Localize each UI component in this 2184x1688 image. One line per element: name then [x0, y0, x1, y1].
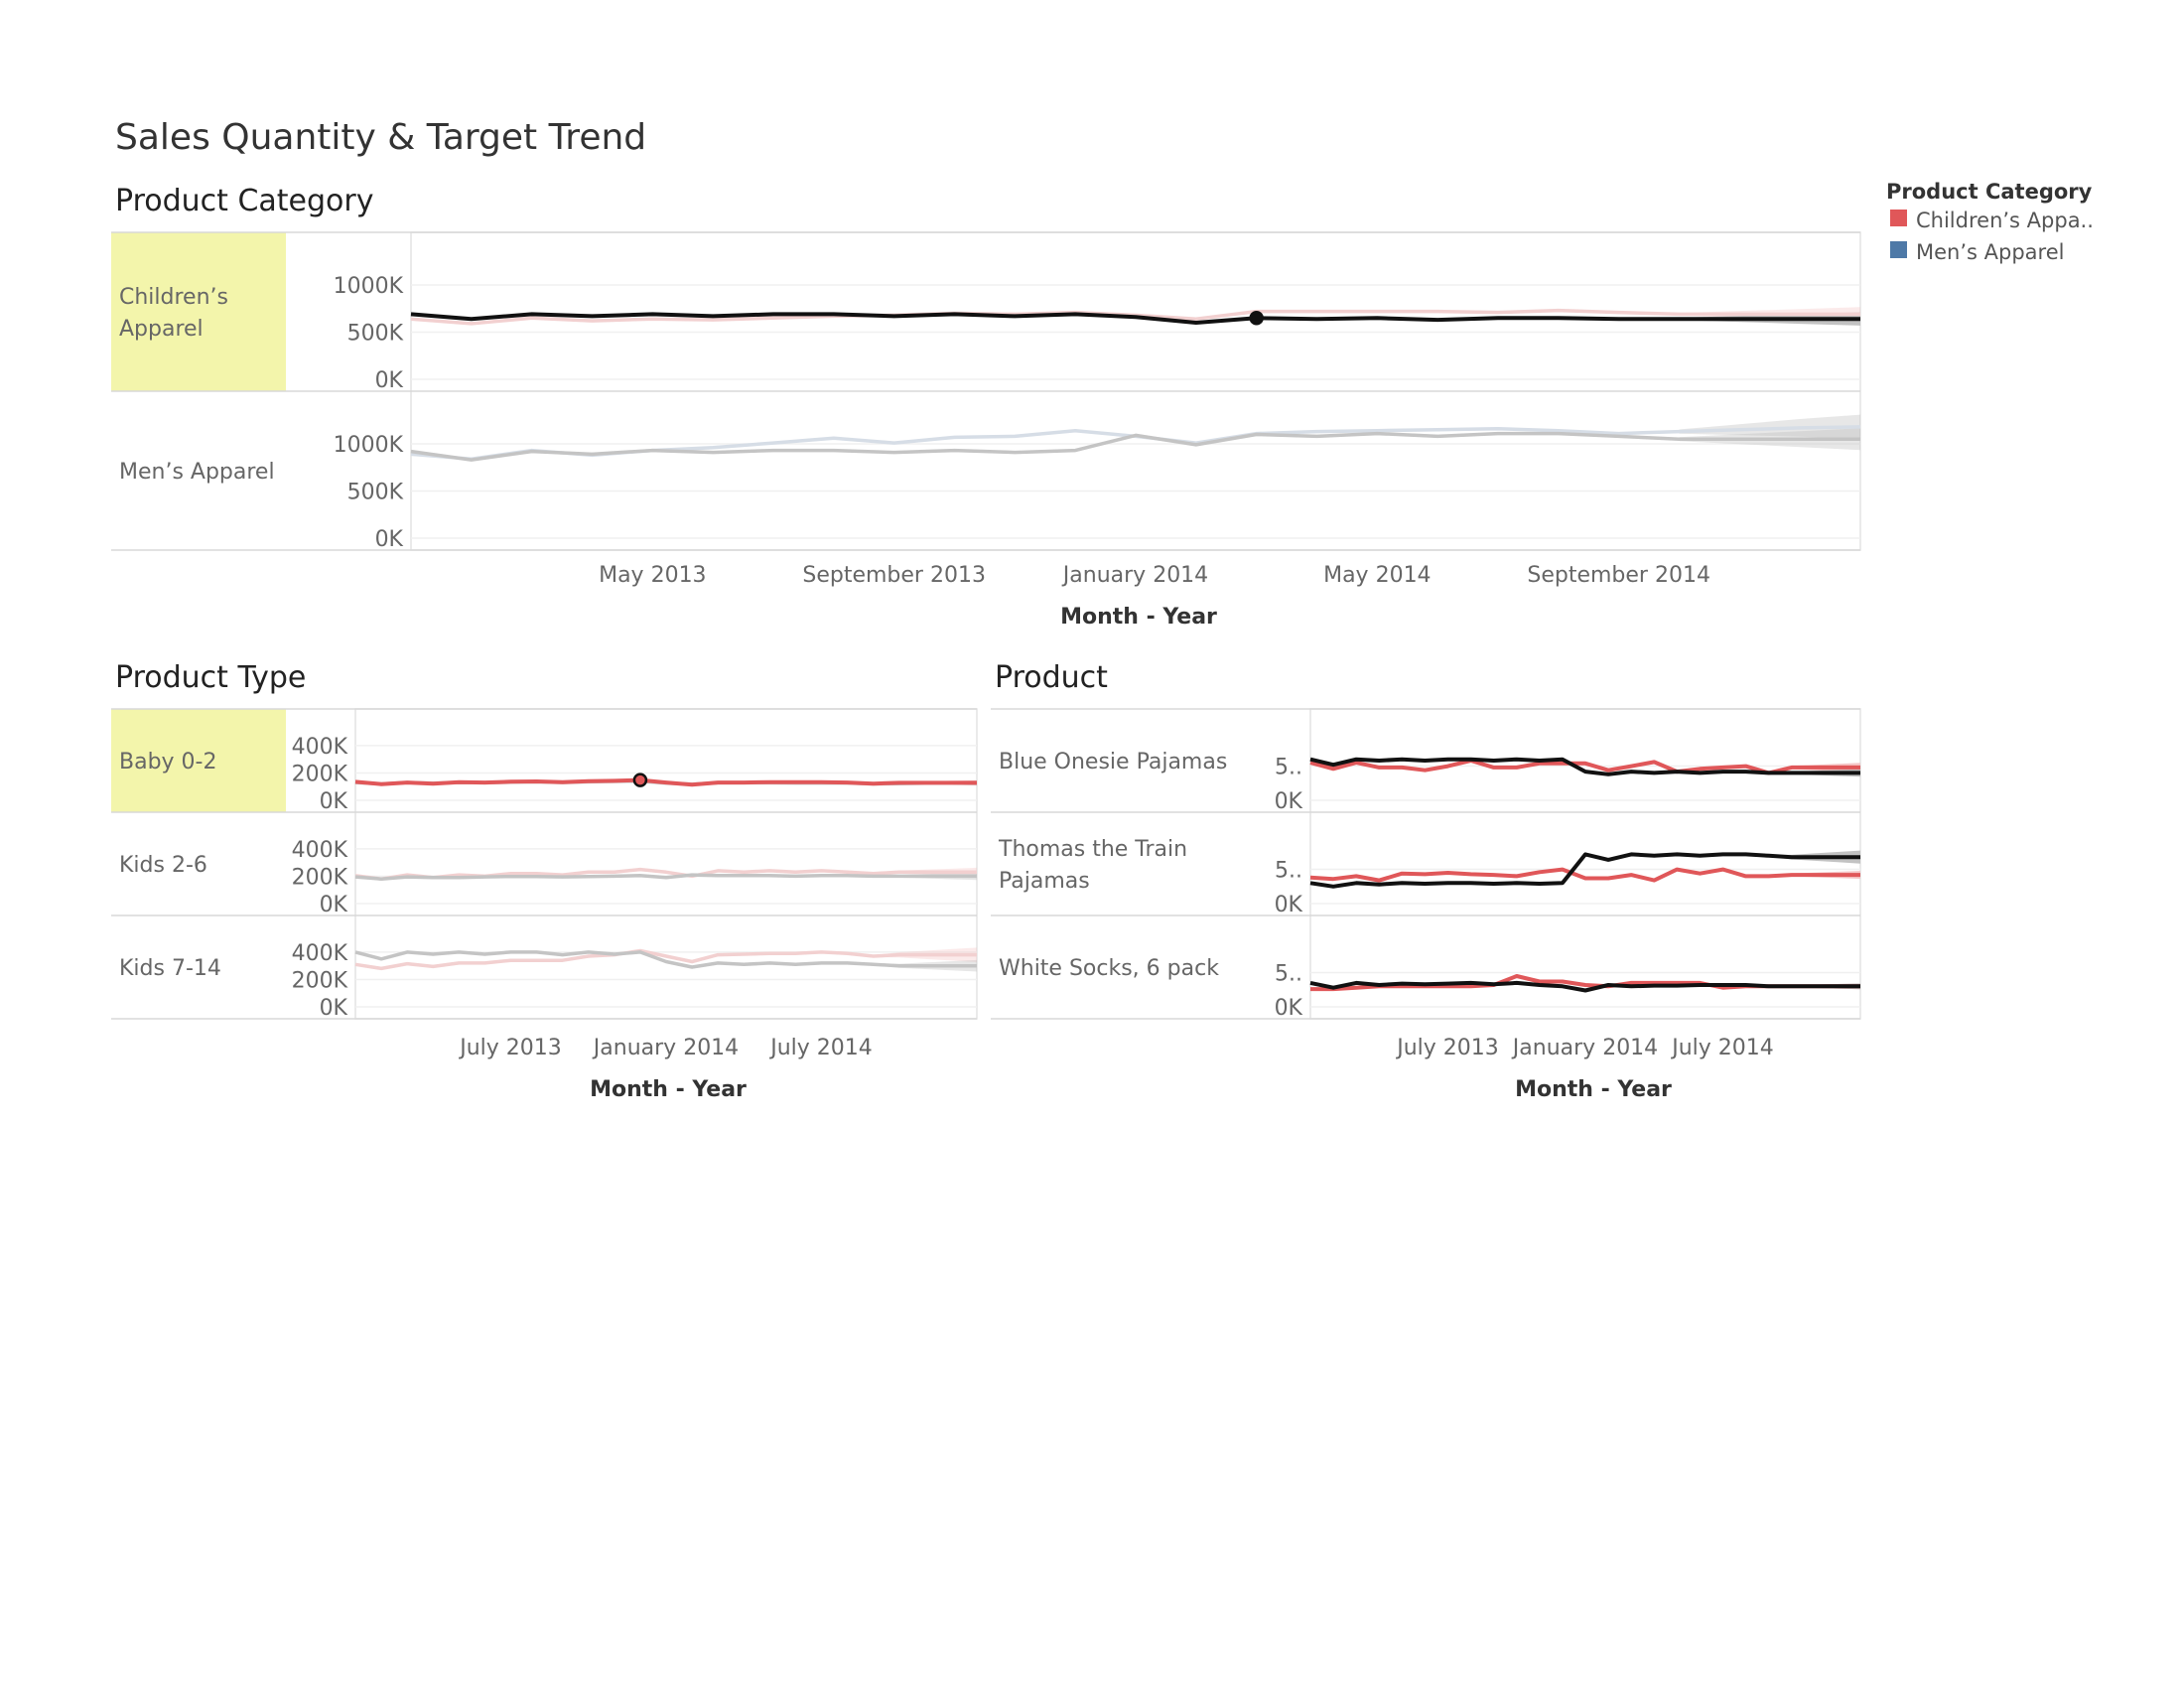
- x-tick-label: July 2014: [1670, 1036, 1774, 1060]
- y-tick-label: 0K: [375, 368, 404, 393]
- series-line-actual[interactable]: [354, 867, 977, 881]
- row-label: Kids 2-6: [119, 853, 207, 878]
- y-tick-label: 5..: [1275, 859, 1302, 884]
- series-line-target[interactable]: [354, 950, 977, 969]
- x-axis-title-type: Month - Year: [590, 1077, 747, 1102]
- y-tick-label: 0K: [320, 789, 348, 814]
- legend-label: Men’s Apparel: [1916, 240, 2064, 264]
- y-tick-label: 400K: [292, 838, 348, 863]
- section-title-product-type: Product Type: [115, 660, 306, 695]
- legend-title: Product Category: [1886, 180, 2093, 204]
- legend-swatch: [1890, 210, 1907, 226]
- x-tick-label: January 2014: [592, 1036, 739, 1060]
- x-axis-title-category: Month - Year: [1060, 605, 1217, 630]
- section-title-product: Product: [995, 660, 1108, 695]
- y-tick-label: 5..: [1275, 756, 1302, 780]
- series-line-actual[interactable]: [410, 425, 1861, 461]
- row-label: Baby 0-2: [119, 750, 216, 774]
- x-tick-label: September 2014: [1527, 563, 1710, 588]
- x-tick-label: July 2014: [768, 1036, 873, 1060]
- x-tick-label: May 2013: [599, 563, 706, 588]
- series-line-target[interactable]: [1309, 852, 1860, 889]
- legend: Product Category Children’s Appa.. Men’s…: [1886, 180, 2094, 264]
- legend-item-mens-apparel[interactable]: Men’s Apparel: [1890, 240, 2064, 264]
- series-line-actual[interactable]: [354, 948, 977, 971]
- y-tick-label: 0K: [375, 527, 404, 552]
- row-category-1[interactable]: Men’s Apparel 1000K 500K 0K: [111, 414, 1861, 552]
- y-tick-label: 200K: [292, 762, 348, 786]
- series-line-target[interactable]: [410, 431, 1860, 462]
- row-label: Pajamas: [999, 869, 1090, 894]
- row-product-2[interactable]: White Socks, 6 pack 5.. 0K: [991, 956, 1860, 1021]
- x-tick-label: September 2013: [802, 563, 986, 588]
- legend-swatch: [1890, 241, 1907, 258]
- y-tick-label: 200K: [292, 968, 348, 993]
- x-tick-label: July 2013: [458, 1036, 562, 1060]
- series-line-target[interactable]: [410, 312, 1860, 325]
- row-label: Thomas the Train: [998, 837, 1187, 862]
- y-tick-label: 5..: [1275, 962, 1302, 987]
- y-tick-label: 0K: [1275, 789, 1303, 814]
- row-highlight: [111, 709, 286, 812]
- row-highlight: [111, 232, 286, 391]
- x-tick-label: May 2014: [1323, 563, 1431, 588]
- series-line-target[interactable]: [1309, 980, 1860, 993]
- row-label: Blue Onesie Pajamas: [999, 750, 1227, 774]
- y-tick-label: 0K: [320, 996, 348, 1021]
- series-line-target[interactable]: [1309, 757, 1860, 776]
- series-line-actual[interactable]: [354, 777, 977, 787]
- y-tick-label: 1000K: [334, 433, 404, 458]
- row-product-0[interactable]: Blue Onesie Pajamas 5.. 0K: [991, 708, 1860, 814]
- legend-label: Children’s Appa..: [1916, 209, 2094, 232]
- series-line-target[interactable]: [354, 873, 977, 881]
- x-tick-label: January 2014: [1061, 563, 1208, 588]
- y-tick-label: 0K: [320, 893, 348, 917]
- row-label: Kids 7-14: [119, 956, 221, 981]
- row-label: Children’s: [119, 285, 228, 310]
- y-tick-label: 200K: [292, 865, 348, 890]
- section-title-product-category: Product Category: [115, 184, 373, 218]
- row-product-1[interactable]: Thomas the Train Pajamas 5.. 0K: [991, 837, 1860, 917]
- selected-point-marker[interactable]: [1249, 311, 1264, 326]
- y-tick-label: 400K: [292, 941, 348, 966]
- row-label: Apparel: [119, 317, 204, 342]
- y-tick-label: 500K: [347, 481, 404, 505]
- selected-point-marker[interactable]: [632, 773, 648, 787]
- y-tick-label: 0K: [1275, 893, 1303, 917]
- row-category-0[interactable]: Children’s Apparel 1000K 500K 0K: [111, 231, 1860, 393]
- x-axis-title-product: Month - Year: [1515, 1077, 1672, 1102]
- x-tick-label: January 2014: [1511, 1036, 1658, 1060]
- forecast-band-actual: [1679, 414, 1860, 440]
- plot-frame: [354, 708, 978, 1020]
- row-label: Men’s Apparel: [119, 460, 275, 485]
- series-line-actual[interactable]: [1309, 867, 1860, 883]
- x-tick-label: July 2013: [1395, 1036, 1499, 1060]
- y-tick-label: 400K: [292, 735, 348, 760]
- y-tick-label: 500K: [347, 322, 404, 347]
- dashboard-title: Sales Quantity & Target Trend: [115, 117, 646, 158]
- y-tick-label: 1000K: [334, 274, 404, 299]
- y-tick-label: 0K: [1275, 996, 1303, 1021]
- row-label: White Socks, 6 pack: [999, 956, 1219, 981]
- legend-item-childrens-apparel[interactable]: Children’s Appa..: [1890, 209, 2094, 232]
